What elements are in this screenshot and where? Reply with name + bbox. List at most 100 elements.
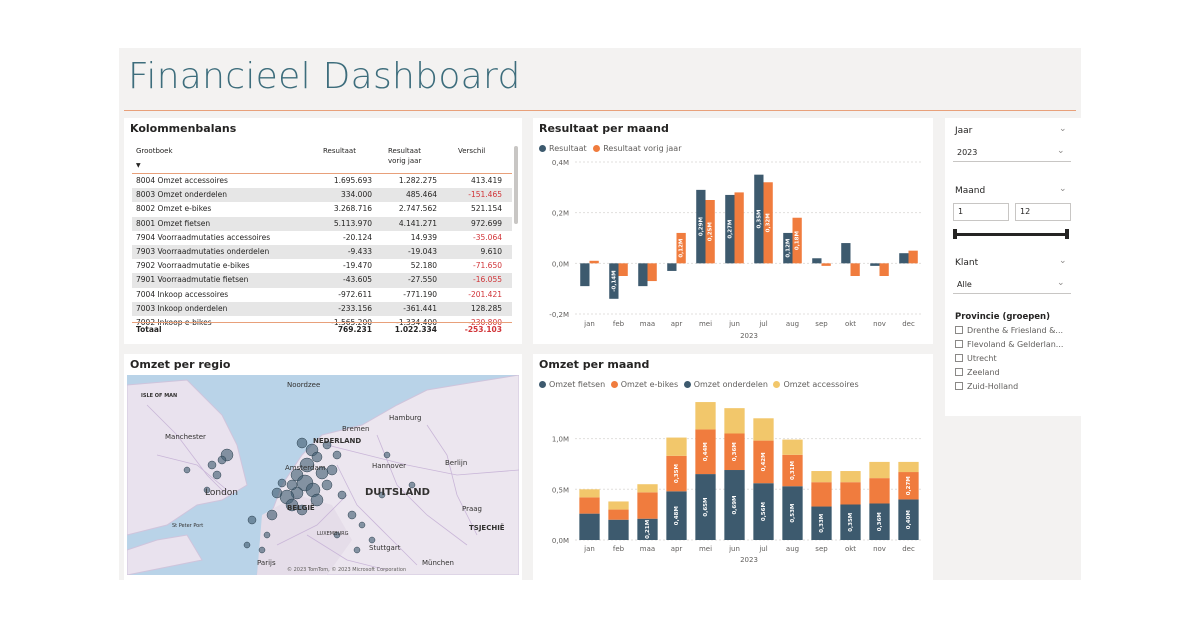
bar-vorig-jaar[interactable]: [676, 232, 686, 264]
maand-max-input[interactable]: 12: [1015, 203, 1071, 221]
region-bubble[interactable]: [286, 479, 298, 491]
region-bubble-group[interactable]: [183, 437, 416, 554]
bar-omzet-ebikes[interactable]: [637, 492, 658, 519]
bar-resultaat[interactable]: [841, 243, 851, 264]
region-bubble[interactable]: [326, 464, 338, 476]
bar-resultaat[interactable]: [667, 263, 677, 271]
provincie-option[interactable]: Zuid-Holland: [955, 382, 1018, 391]
maand-range-slider-track[interactable]: [955, 233, 1067, 236]
bar-omzet-accessoires[interactable]: [869, 461, 890, 479]
maand-range-slider-start-handle[interactable]: [953, 229, 957, 239]
jaar-dropdown[interactable]: 2023: [953, 144, 1071, 162]
region-bubble[interactable]: [368, 536, 376, 544]
region-bubble[interactable]: [203, 486, 211, 494]
bar-resultaat[interactable]: [783, 232, 793, 264]
bar-omzet-accessoires[interactable]: [782, 439, 803, 455]
table-row[interactable]: 8004 Omzet accessoires 1.695.693 1.282.275…: [132, 174, 512, 188]
region-bubble[interactable]: [347, 510, 357, 520]
bar-resultaat[interactable]: [870, 263, 880, 266]
region-bubble[interactable]: [310, 493, 324, 507]
bar-resultaat[interactable]: [638, 263, 648, 287]
table-row[interactable]: 7903 Voorraadmutaties onderdelen -9.433 -1…: [132, 244, 512, 260]
region-bubble[interactable]: [266, 509, 278, 521]
bar-resultaat[interactable]: [580, 263, 590, 287]
column-header-grootboek[interactable]: Grootboek: [136, 147, 173, 155]
bar-vorig-jaar[interactable]: [763, 182, 773, 264]
bar-resultaat[interactable]: [609, 263, 619, 299]
bar-vorig-jaar[interactable]: [879, 263, 889, 276]
chevron-down-icon[interactable]: ⌄: [1059, 184, 1067, 194]
chevron-down-icon[interactable]: ⌄: [1057, 146, 1065, 156]
checkbox-icon[interactable]: [955, 382, 963, 390]
region-bubble[interactable]: [358, 521, 366, 529]
region-bubble[interactable]: [217, 455, 227, 465]
bar-vorig-jaar[interactable]: [589, 260, 599, 264]
bar-omzet-accessoires[interactable]: [608, 501, 629, 510]
region-bubble[interactable]: [285, 498, 299, 512]
table-row[interactable]: 7901 Voorraadmutatie fietsen -43.605 -27.5…: [132, 273, 512, 288]
region-bubble[interactable]: [311, 451, 323, 463]
bar-omzet-fietsen[interactable]: [695, 474, 716, 540]
bar-omzet-accessoires[interactable]: [811, 471, 832, 483]
bar-omzet-ebikes[interactable]: [869, 478, 890, 504]
bar-omzet-ebikes[interactable]: [782, 454, 803, 487]
maand-min-input[interactable]: 1: [953, 203, 1009, 221]
table-row[interactable]: 8003 Omzet onderdelen 334.000 485.464 -151.…: [132, 188, 512, 203]
region-bubble[interactable]: [337, 490, 347, 500]
region-bubble[interactable]: [247, 515, 257, 525]
region-bubble[interactable]: [263, 531, 271, 539]
column-header-verschil[interactable]: Verschil: [458, 147, 486, 155]
bar-omzet-ebikes[interactable]: [695, 429, 716, 475]
bar-vorig-jaar[interactable]: [908, 250, 918, 264]
table-row[interactable]: 7902 Voorraadmutatie e-bikes -19.470 52.18…: [132, 259, 512, 273]
bar-omzet-fietsen[interactable]: [898, 499, 919, 540]
bar-omzet-ebikes[interactable]: [898, 472, 919, 500]
bar-vorig-jaar[interactable]: [850, 263, 860, 276]
column-header-resultaat[interactable]: Resultaat: [323, 147, 356, 155]
region-bubble[interactable]: [378, 491, 386, 499]
bar-omzet-accessoires[interactable]: [840, 471, 861, 483]
omzet-chart-legend[interactable]: Omzet fietsen Omzet e-bikes Omzet onderd…: [539, 380, 859, 389]
bar-resultaat[interactable]: [696, 189, 706, 264]
bar-omzet-fietsen[interactable]: [840, 504, 861, 541]
region-bubble[interactable]: [296, 437, 308, 449]
bar-omzet-fietsen[interactable]: [608, 519, 629, 540]
chevron-down-icon[interactable]: ⌄: [1059, 124, 1067, 134]
bar-resultaat[interactable]: [725, 194, 735, 264]
bar-omzet-fietsen[interactable]: [753, 483, 774, 540]
column-header-resultaat-vorig-jaar[interactable]: Resultaat vorig jaar: [388, 147, 422, 165]
bar-vorig-jaar[interactable]: [618, 263, 628, 276]
table-row[interactable]: 7904 Voorraadmutaties accessoires -20.124…: [132, 231, 512, 245]
region-bubble[interactable]: [207, 460, 217, 470]
bar-omzet-fietsen[interactable]: [637, 518, 658, 540]
sort-down-icon[interactable]: ▼: [136, 162, 141, 169]
region-bubble[interactable]: [383, 451, 391, 459]
resultaat-chart-legend[interactable]: Resultaat Resultaat vorig jaar: [539, 144, 682, 153]
bar-omzet-ebikes[interactable]: [724, 433, 745, 471]
provincie-option[interactable]: Drenthe & Friesland &...: [955, 326, 1063, 335]
table-scrollbar[interactable]: [514, 146, 518, 224]
region-bubble[interactable]: [296, 504, 308, 516]
bar-omzet-accessoires[interactable]: [579, 489, 600, 498]
bar-omzet-fietsen[interactable]: [782, 486, 803, 540]
checkbox-icon[interactable]: [955, 354, 963, 362]
bar-omzet-ebikes[interactable]: [840, 482, 861, 505]
bar-vorig-jaar[interactable]: [647, 263, 657, 282]
bar-omzet-fietsen[interactable]: [579, 513, 600, 540]
bar-omzet-fietsen[interactable]: [869, 503, 890, 540]
maand-range-slider-end-handle[interactable]: [1065, 229, 1069, 239]
region-bubble[interactable]: [353, 546, 361, 554]
table-row[interactable]: 8001 Omzet fietsen 5.113.970 4.141.271 972.…: [132, 216, 512, 231]
bar-vorig-jaar[interactable]: [705, 200, 715, 264]
bar-vorig-jaar[interactable]: [792, 217, 802, 264]
omzet-stacked-bar-chart[interactable]: 0,0M 0,5M 1,0M 0,21M 0,48M 0,35M 0,65M 0,44M 0,6…: [533, 354, 933, 580]
bar-omzet-ebikes[interactable]: [666, 455, 687, 492]
checkbox-icon[interactable]: [955, 326, 963, 334]
bar-omzet-fietsen[interactable]: [811, 506, 832, 540]
bar-omzet-accessoires[interactable]: [637, 484, 658, 493]
region-bubble[interactable]: [321, 479, 333, 491]
bar-omzet-fietsen[interactable]: [666, 491, 687, 540]
table-row[interactable]: 8002 Omzet e-bikes 3.268.716 2.747.562 521.…: [132, 202, 512, 216]
region-bubble[interactable]: [212, 470, 222, 480]
bar-omzet-fietsen[interactable]: [724, 470, 745, 540]
